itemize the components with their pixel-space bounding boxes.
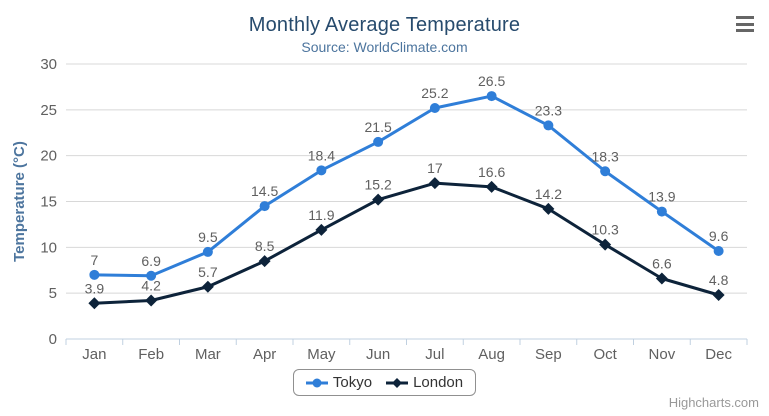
context-menu-button[interactable] — [732, 13, 758, 35]
y-axis-title: Temperature (°C) — [11, 141, 28, 262]
series-line-tokyo[interactable] — [92, 94, 721, 278]
data-label: 21.5 — [365, 119, 392, 135]
y-axis-label: 0 — [49, 331, 57, 348]
marker-tokyo[interactable] — [202, 246, 213, 257]
x-axis-label: Jun — [366, 346, 390, 363]
x-axis-label: Sep — [535, 346, 562, 363]
marker-london[interactable] — [258, 255, 271, 268]
legend-marker-diamond-icon — [386, 377, 409, 388]
marker-london[interactable] — [145, 294, 158, 307]
data-label: 3.9 — [85, 280, 105, 296]
credits-link[interactable]: Highcharts.com — [668, 395, 759, 410]
data-label: 7 — [90, 252, 98, 268]
y-axis-label: 15 — [40, 194, 57, 211]
data-label: 25.2 — [421, 85, 448, 101]
data-label: 6.9 — [141, 253, 161, 269]
x-axis-label: Jan — [82, 346, 106, 363]
data-label: 26.5 — [478, 73, 505, 89]
x-axis-label: Aug — [478, 346, 505, 363]
data-label: 18.4 — [308, 147, 335, 163]
x-axis-label: Dec — [705, 346, 732, 363]
legend-marker-circle-icon — [305, 378, 328, 387]
marker-london[interactable] — [201, 280, 214, 293]
data-label: 6.6 — [652, 256, 672, 272]
marker-tokyo[interactable] — [373, 136, 384, 147]
data-label: 14.2 — [535, 186, 562, 202]
data-label: 9.6 — [709, 228, 729, 244]
x-axis-label: May — [307, 346, 336, 363]
x-axis-label: Apr — [253, 346, 276, 363]
legend-box: Tokyo London — [292, 369, 477, 396]
data-label: 17 — [427, 160, 443, 176]
legend: Tokyo London — [0, 369, 769, 396]
marker-london[interactable] — [428, 177, 441, 190]
marker-tokyo[interactable] — [259, 201, 270, 212]
data-label: 15.2 — [365, 177, 392, 193]
y-axis-label: 5 — [49, 285, 57, 302]
data-label: 18.3 — [592, 148, 619, 164]
hamburger-menu-icon — [736, 22, 754, 26]
data-label: 23.3 — [535, 102, 562, 118]
legend-item-tokyo[interactable]: Tokyo — [305, 374, 373, 391]
data-label: 5.7 — [198, 264, 218, 280]
data-label: 11.9 — [308, 207, 334, 223]
chart-title: Monthly Average Temperature — [248, 14, 521, 36]
data-label: 4.2 — [141, 278, 161, 294]
marker-london[interactable] — [712, 289, 725, 301]
x-axis-label: Feb — [138, 346, 164, 363]
legend-label: London — [413, 374, 464, 391]
x-axis-label: Nov — [649, 346, 676, 363]
data-label: 8.5 — [255, 238, 275, 254]
data-label: 13.9 — [648, 189, 675, 205]
y-axis-label: 30 — [40, 56, 57, 73]
marker-london[interactable] — [315, 223, 328, 236]
legend-item-london[interactable]: London — [386, 374, 463, 391]
data-label: 16.6 — [478, 164, 505, 180]
series-line-london[interactable] — [92, 181, 721, 305]
marker-london[interactable] — [485, 180, 498, 193]
marker-tokyo[interactable] — [316, 165, 327, 176]
y-axis-label: 25 — [40, 102, 57, 119]
chart-subtitle: Source: WorldClimate.com — [301, 39, 468, 55]
hamburger-menu-icon — [736, 16, 754, 19]
marker-london[interactable] — [655, 272, 668, 285]
y-axis-label: 20 — [40, 148, 57, 165]
x-axis-label: Jul — [425, 346, 444, 363]
data-label: 14.5 — [251, 183, 278, 199]
x-axis-label: Oct — [593, 346, 617, 363]
marker-london[interactable] — [372, 193, 385, 206]
marker-tokyo[interactable] — [486, 91, 497, 102]
data-label: 9.5 — [198, 229, 218, 245]
marker-tokyo[interactable] — [146, 270, 157, 281]
data-label: 10.3 — [592, 222, 619, 238]
marker-tokyo[interactable] — [600, 166, 611, 177]
x-axis-label: Mar — [195, 346, 221, 363]
marker-tokyo[interactable] — [656, 206, 667, 217]
marker-tokyo[interactable] — [89, 269, 100, 280]
marker-london[interactable] — [542, 202, 555, 215]
marker-tokyo[interactable] — [543, 120, 554, 131]
hamburger-menu-icon — [736, 29, 754, 32]
marker-tokyo[interactable] — [713, 246, 724, 256]
y-axis-label: 10 — [40, 239, 57, 256]
marker-london[interactable] — [599, 238, 612, 251]
marker-tokyo[interactable] — [429, 103, 440, 113]
data-label: 4.8 — [709, 272, 729, 288]
legend-label: Tokyo — [332, 374, 373, 391]
marker-london[interactable] — [88, 297, 101, 310]
